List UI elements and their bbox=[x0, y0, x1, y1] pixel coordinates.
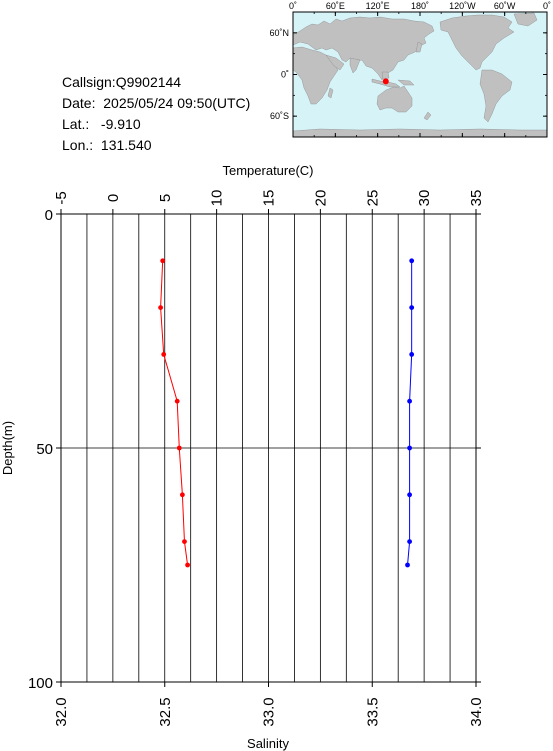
salinity-data-point bbox=[407, 492, 412, 498]
map-lat-tick-label: 0˚ bbox=[281, 70, 289, 80]
temperature-axis-label: Temperature(C) bbox=[222, 163, 313, 178]
salinity-data-point bbox=[405, 562, 410, 568]
land-new-zealand bbox=[423, 111, 432, 121]
temperature-tick-label: 10 bbox=[209, 190, 226, 207]
land-india bbox=[349, 57, 361, 74]
land-south-america bbox=[479, 69, 513, 123]
temperature-tick-label: 5 bbox=[157, 194, 174, 202]
map-ticks: 0˚ 60˚E 120˚E 180˚ 120˚W 60˚W 0˚ 60˚N 0˚ 60˚S bbox=[269, 1, 551, 138]
salinity-data-point bbox=[407, 445, 412, 451]
land-japan bbox=[415, 41, 423, 53]
land-greenland bbox=[513, 12, 538, 27]
temperature-data-point bbox=[161, 352, 167, 357]
map-lon-tick-label: 180˚ bbox=[411, 1, 429, 11]
temperature-data-point bbox=[174, 398, 180, 404]
depth-tick-label: 50 bbox=[36, 441, 53, 458]
temperature-profile-line bbox=[160, 260, 189, 566]
temperature-tick-label: -5 bbox=[53, 191, 70, 204]
temperature-tick-label: 30 bbox=[416, 190, 433, 207]
map-lat-tick-label: 60˚N bbox=[269, 28, 289, 38]
land-madagascar bbox=[327, 87, 334, 99]
map-lon-tick-label: 60˚W bbox=[494, 1, 516, 11]
temperature-data-point bbox=[179, 492, 185, 498]
salinity-tick-label: 34.0 bbox=[468, 697, 485, 726]
temperature-data-point bbox=[160, 258, 166, 264]
callsign-text: Callsign:Q9902144 bbox=[62, 74, 182, 90]
temperature-tick-label: 25 bbox=[364, 190, 381, 207]
depth-tick-label: 100 bbox=[28, 675, 53, 692]
salinity-data-point bbox=[409, 258, 415, 264]
temperature-tick-label: 35 bbox=[468, 190, 485, 207]
plot-grid bbox=[61, 214, 476, 682]
salinity-tick-label: 32.5 bbox=[157, 697, 174, 726]
salinity-tick-label: 33.0 bbox=[261, 697, 278, 726]
salinity-data-point bbox=[407, 398, 412, 404]
date-text: Date: 2025/05/24 09:50(UTC) bbox=[62, 95, 251, 111]
temperature-tick-label: 0 bbox=[105, 194, 122, 202]
salinity-axis-label: Salinity bbox=[247, 736, 289, 751]
depth-axis-label: Depth(m) bbox=[0, 421, 15, 475]
salinity-data-point bbox=[407, 539, 412, 544]
map-lat-tick-label: 60˚S bbox=[270, 111, 289, 121]
land-borneo bbox=[381, 71, 390, 80]
land-new-guinea bbox=[397, 79, 415, 86]
depth-tick-label: 0 bbox=[45, 207, 53, 224]
float-position-marker bbox=[382, 78, 389, 85]
land-arabia bbox=[325, 54, 345, 71]
world-map: 0˚ 60˚E 120˚E 180˚ 120˚W 60˚W 0˚ 60˚N 0˚ 60˚S bbox=[269, 1, 551, 138]
map-lon-tick-label: 0˚ bbox=[289, 1, 297, 11]
salinity-tick-label: 32.0 bbox=[53, 697, 70, 726]
map-lon-tick-label: 60˚E bbox=[326, 1, 345, 11]
temperature-tick-label: 20 bbox=[312, 190, 329, 207]
map-lon-tick-label: 120˚W bbox=[449, 1, 476, 11]
land-australia bbox=[376, 85, 413, 113]
longitude-text: Lon.: 131.540 bbox=[62, 137, 152, 153]
temperature-data-point bbox=[176, 445, 182, 451]
temperature-data-point bbox=[158, 305, 164, 310]
salinity-data-point bbox=[409, 352, 415, 357]
latitude-text: Lat.: -9.910 bbox=[62, 116, 141, 132]
land-eurasia bbox=[292, 16, 435, 81]
land-africa bbox=[292, 46, 339, 105]
salinity-profile-line bbox=[407, 260, 413, 566]
temperature-data-point bbox=[185, 562, 190, 568]
salinity-data-point bbox=[409, 305, 415, 310]
temperature-data-point bbox=[182, 539, 187, 544]
temperature-tick-label: 15 bbox=[261, 190, 278, 207]
map-lon-tick-label: 0˚ bbox=[543, 1, 551, 11]
plot-series bbox=[158, 258, 415, 568]
map-lon-tick-label: 120˚E bbox=[366, 1, 390, 11]
land-north-america bbox=[439, 14, 515, 71]
float-info: Callsign:Q9902144 Date: 2025/05/24 09:50… bbox=[62, 72, 250, 156]
salinity-tick-label: 33.5 bbox=[364, 697, 381, 726]
